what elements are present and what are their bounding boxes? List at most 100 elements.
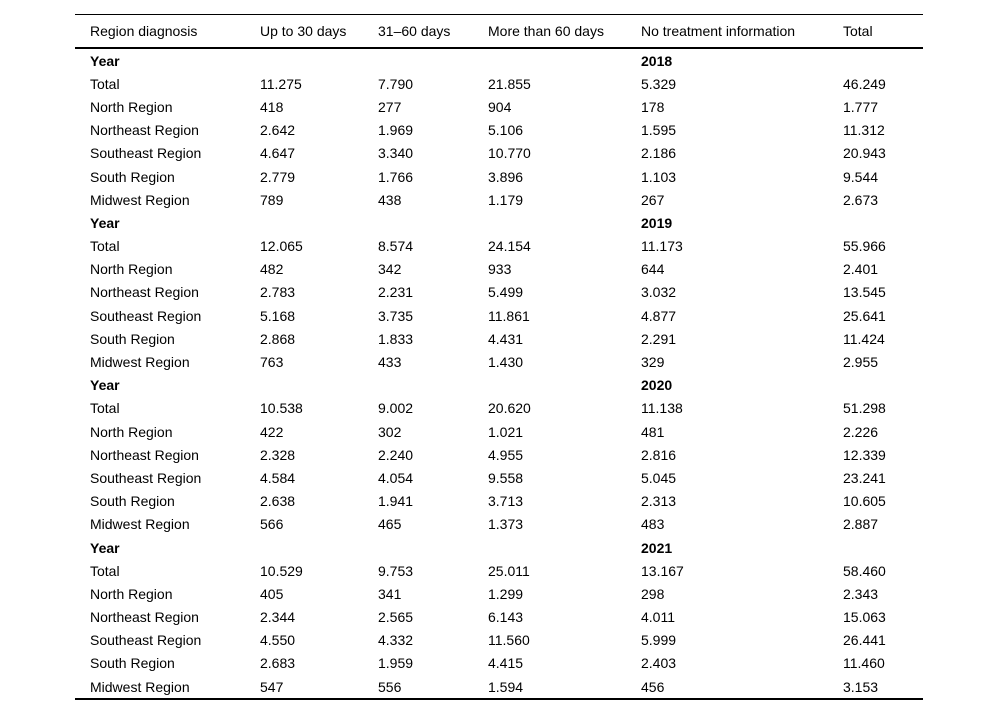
value-cell: 3.032 [641, 284, 677, 301]
region-name-cell: South Region [90, 330, 175, 347]
region-row: South Region 2.638 1.941 3.713 2.313 10.605 [75, 490, 923, 513]
year-value-cell: 2018 [641, 52, 673, 69]
value-cell: 4.415 [488, 655, 524, 672]
value-cell: 481 [641, 423, 665, 440]
value-cell: 2.344 [260, 609, 296, 626]
region-row: South Region 2.779 1.766 3.896 1.103 9.544 [75, 165, 923, 188]
empty-cell [363, 536, 473, 559]
column-header-31-60-days: 31–60 days [363, 14, 473, 49]
value-cell: 1.595 [641, 122, 677, 139]
value-cell: 5.329 [641, 75, 677, 92]
value-cell: 3.153 [843, 678, 879, 695]
value-cell: 763 [260, 354, 284, 371]
empty-cell [473, 211, 626, 234]
value-cell: 4.431 [488, 330, 524, 347]
value-cell: 5.499 [488, 284, 524, 301]
year-label-cell: Year [90, 52, 120, 69]
value-cell: 5.106 [488, 122, 524, 139]
value-cell: 482 [260, 261, 284, 278]
value-cell: 11.173 [641, 238, 683, 255]
value-cell: 2.779 [260, 168, 296, 185]
empty-cell [363, 211, 473, 234]
region-row: Total 12.065 8.574 24.154 11.173 55.966 [75, 235, 923, 258]
value-cell: 556 [378, 678, 402, 695]
value-cell: 13.167 [641, 562, 684, 579]
value-cell: 11.275 [260, 75, 302, 92]
value-cell: 2.313 [641, 493, 677, 510]
value-cell: 23.241 [843, 469, 886, 486]
region-row: Midwest Region 566 465 1.373 483 2.887 [75, 513, 923, 536]
region-row: Total 11.275 7.790 21.855 5.329 46.249 [75, 72, 923, 95]
value-cell: 341 [378, 585, 402, 602]
value-cell: 789 [260, 191, 284, 208]
region-name-cell: Northeast Region [90, 446, 199, 463]
region-row: North Region 482 342 933 644 2.401 [75, 258, 923, 281]
region-name-cell: Midwest Region [90, 354, 190, 371]
value-cell: 11.460 [843, 655, 885, 672]
value-cell: 4.647 [260, 145, 296, 162]
value-cell: 4.332 [378, 632, 414, 649]
value-cell: 277 [378, 98, 402, 115]
value-cell: 26.441 [843, 632, 886, 649]
value-cell: 644 [641, 261, 665, 278]
region-row: North Region 405 341 1.299 298 2.343 [75, 582, 923, 605]
empty-cell [828, 211, 923, 234]
value-cell: 3.735 [378, 307, 414, 324]
region-name-cell: North Region [90, 98, 173, 115]
value-cell: 9.558 [488, 469, 524, 486]
region-name-cell: Midwest Region [90, 678, 190, 695]
value-cell: 9.002 [378, 400, 414, 417]
year-row: Year 2021 [75, 536, 923, 559]
value-cell: 298 [641, 585, 665, 602]
value-cell: 20.620 [488, 400, 531, 417]
value-cell: 433 [378, 354, 402, 371]
value-cell: 7.790 [378, 75, 414, 92]
value-cell: 4.877 [641, 307, 677, 324]
region-row: Northeast Region 2.328 2.240 4.955 2.816 12.3… [75, 443, 923, 466]
region-name-cell: Total [90, 400, 120, 417]
region-name-cell: Northeast Region [90, 609, 199, 626]
region-name-cell: Total [90, 238, 120, 255]
value-cell: 456 [641, 678, 665, 695]
value-cell: 2.403 [641, 655, 677, 672]
region-row: Southeast Region 5.168 3.735 11.861 4.877 25.… [75, 304, 923, 327]
empty-cell [473, 48, 626, 72]
value-cell: 4.054 [378, 469, 414, 486]
value-cell: 483 [641, 516, 665, 533]
region-row: South Region 2.868 1.833 4.431 2.291 11.424 [75, 327, 923, 350]
region-name-cell: Northeast Region [90, 284, 199, 301]
value-cell: 2.565 [378, 609, 414, 626]
region-row: North Region 418 277 904 178 1.777 [75, 95, 923, 118]
empty-cell [245, 374, 363, 397]
value-cell: 58.460 [843, 562, 886, 579]
value-cell: 4.955 [488, 446, 524, 463]
value-cell: 51.298 [843, 400, 886, 417]
region-name-cell: Midwest Region [90, 516, 190, 533]
value-cell: 2.638 [260, 493, 296, 510]
region-name-cell: Midwest Region [90, 191, 190, 208]
region-row: Northeast Region 2.642 1.969 5.106 1.595 11.3… [75, 119, 923, 142]
region-name-cell: Southeast Region [90, 469, 202, 486]
year-row: Year 2020 [75, 374, 923, 397]
value-cell: 2.673 [843, 191, 879, 208]
region-name-cell: Total [90, 562, 120, 579]
year-value-cell: 2019 [641, 214, 673, 231]
value-cell: 2.231 [378, 284, 414, 301]
region-name-cell: South Region [90, 655, 175, 672]
empty-cell [828, 48, 923, 72]
region-name-cell: Southeast Region [90, 307, 202, 324]
value-cell: 11.861 [488, 307, 530, 324]
value-cell: 5.999 [641, 632, 677, 649]
value-cell: 4.011 [641, 609, 675, 626]
year-value-cell: 2021 [641, 539, 673, 556]
empty-cell [245, 536, 363, 559]
value-cell: 4.584 [260, 469, 296, 486]
value-cell: 1.833 [378, 330, 414, 347]
empty-cell [828, 536, 923, 559]
value-cell: 3.896 [488, 168, 524, 185]
value-cell: 267 [641, 191, 665, 208]
value-cell: 1.969 [378, 122, 414, 139]
value-cell: 10.605 [843, 493, 886, 510]
value-cell: 8.574 [378, 238, 414, 255]
value-cell: 2.783 [260, 284, 296, 301]
